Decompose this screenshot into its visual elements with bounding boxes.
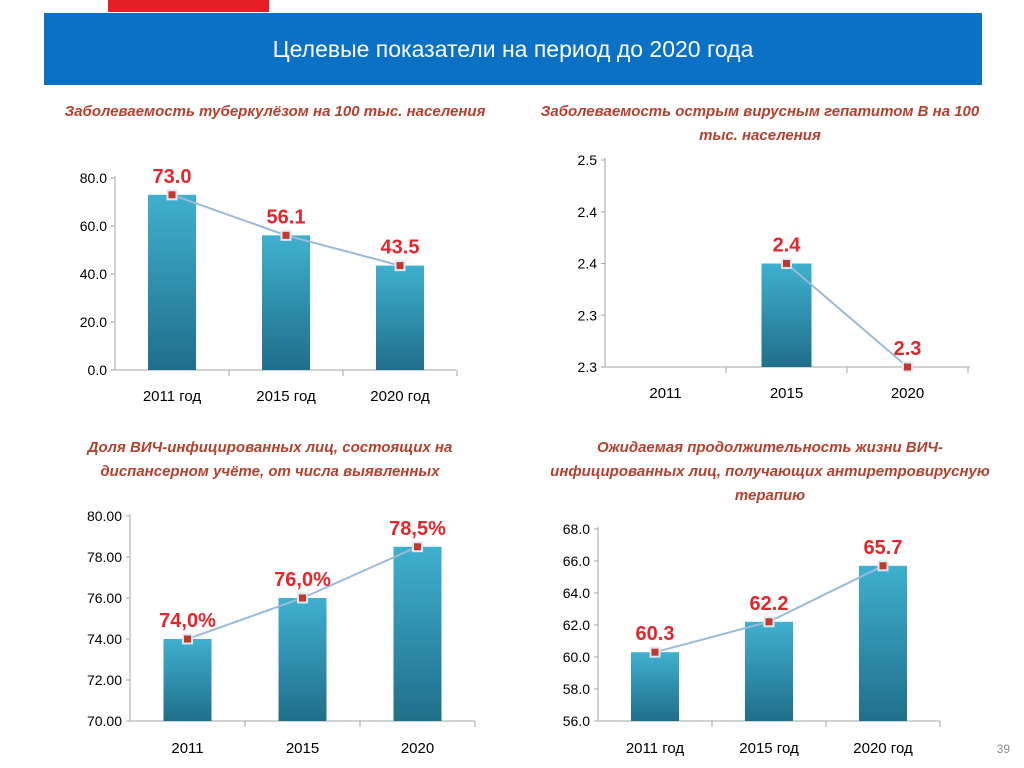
y-tick-label: 2.3 [578, 359, 598, 375]
line-marker [649, 646, 661, 658]
y-tick-label: 40.0 [80, 266, 107, 282]
y-tick-label: 70.00 [87, 713, 122, 729]
bar [745, 621, 793, 721]
data-label: 65.7 [864, 537, 903, 559]
trend-line [785, 262, 909, 368]
y-tick-label: 2.4 [578, 256, 598, 272]
chart-title-hiv-life: Ожидаемая продолжительность жизни ВИЧ-ин… [550, 439, 990, 504]
line-marker [166, 189, 178, 201]
chart-title-hepatitis: Заболеваемость острым вирусным гепатитом… [540, 103, 980, 144]
y-tick-label: 80.0 [80, 170, 107, 186]
line-marker [280, 229, 292, 241]
bar [393, 546, 442, 721]
data-label: 76,0% [274, 569, 331, 591]
bar [859, 565, 907, 721]
line-marker [763, 616, 775, 628]
bar [148, 194, 196, 370]
x-tick-label: 2020 [891, 385, 924, 402]
bar [163, 639, 212, 721]
data-label: 78,5% [389, 518, 446, 540]
x-tick-label: 2015 [770, 385, 803, 402]
line-marker [412, 541, 423, 553]
y-tick-label: 68.0 [563, 521, 590, 537]
bar [278, 598, 327, 721]
bar [376, 265, 424, 370]
x-tick-label: 2011 год [143, 388, 202, 405]
data-label: 62.2 [750, 593, 789, 615]
y-tick-label: 2.3 [578, 307, 598, 323]
y-tick-label: 56.0 [563, 713, 590, 729]
data-label: 73.0 [153, 166, 192, 188]
y-tick-label: 58.0 [563, 681, 590, 697]
line-marker [781, 258, 792, 269]
x-tick-label: 2020 год [853, 740, 913, 757]
line-marker [182, 633, 193, 645]
x-tick-label: 2015 год [739, 740, 799, 757]
line-marker [297, 592, 308, 604]
y-tick-label: 20.0 [80, 314, 107, 330]
line-marker [902, 361, 913, 373]
slide-header: Целевые показатели на период до 2020 год… [44, 13, 982, 85]
y-tick-label: 72.00 [87, 672, 122, 688]
y-tick-label: 78.00 [87, 549, 122, 565]
x-tick-label: 2011 [171, 740, 203, 757]
x-tick-label: 2020 год [370, 388, 430, 405]
x-tick-label: 2011 [649, 385, 681, 402]
bar [262, 235, 310, 370]
y-tick-label: 66.0 [563, 553, 590, 569]
y-tick-label: 74.00 [87, 631, 122, 647]
chart-title-hiv-share: Доля ВИЧ-инфицированных лиц, состоящих н… [87, 439, 453, 480]
y-tick-label: 0.0 [88, 362, 108, 378]
bar [631, 652, 679, 721]
y-tick-label: 62.0 [563, 617, 590, 633]
data-label: 2.4 [773, 235, 802, 257]
slide-title: Целевые показатели на период до 2020 год… [272, 35, 754, 62]
y-tick-label: 76.00 [87, 590, 122, 606]
x-tick-label: 2011 год [626, 740, 685, 757]
x-tick-label: 2020 [401, 740, 434, 757]
data-label: 56.1 [267, 206, 306, 228]
data-label: 2.3 [894, 338, 922, 360]
y-tick-label: 60.0 [563, 649, 590, 665]
y-tick-label: 2.4 [578, 204, 598, 220]
y-tick-label: 80.00 [87, 508, 122, 524]
y-tick-label: 64.0 [563, 585, 590, 601]
line-marker [394, 260, 406, 272]
line-marker [877, 560, 889, 572]
data-label: 43.5 [381, 237, 420, 259]
y-tick-label: 2.5 [578, 152, 598, 168]
red-accent-bar [108, 0, 269, 12]
data-label: 74,0% [159, 610, 216, 632]
bar [761, 263, 812, 367]
page-number: 39 [996, 742, 1010, 756]
data-label: 60.3 [636, 623, 675, 645]
y-tick-label: 60.0 [80, 218, 107, 234]
chart-title-tb: Заболеваемость туберкулёзом на 100 тыс. … [64, 103, 486, 120]
x-tick-label: 2015 год [256, 388, 316, 405]
x-tick-label: 2015 [286, 740, 319, 757]
